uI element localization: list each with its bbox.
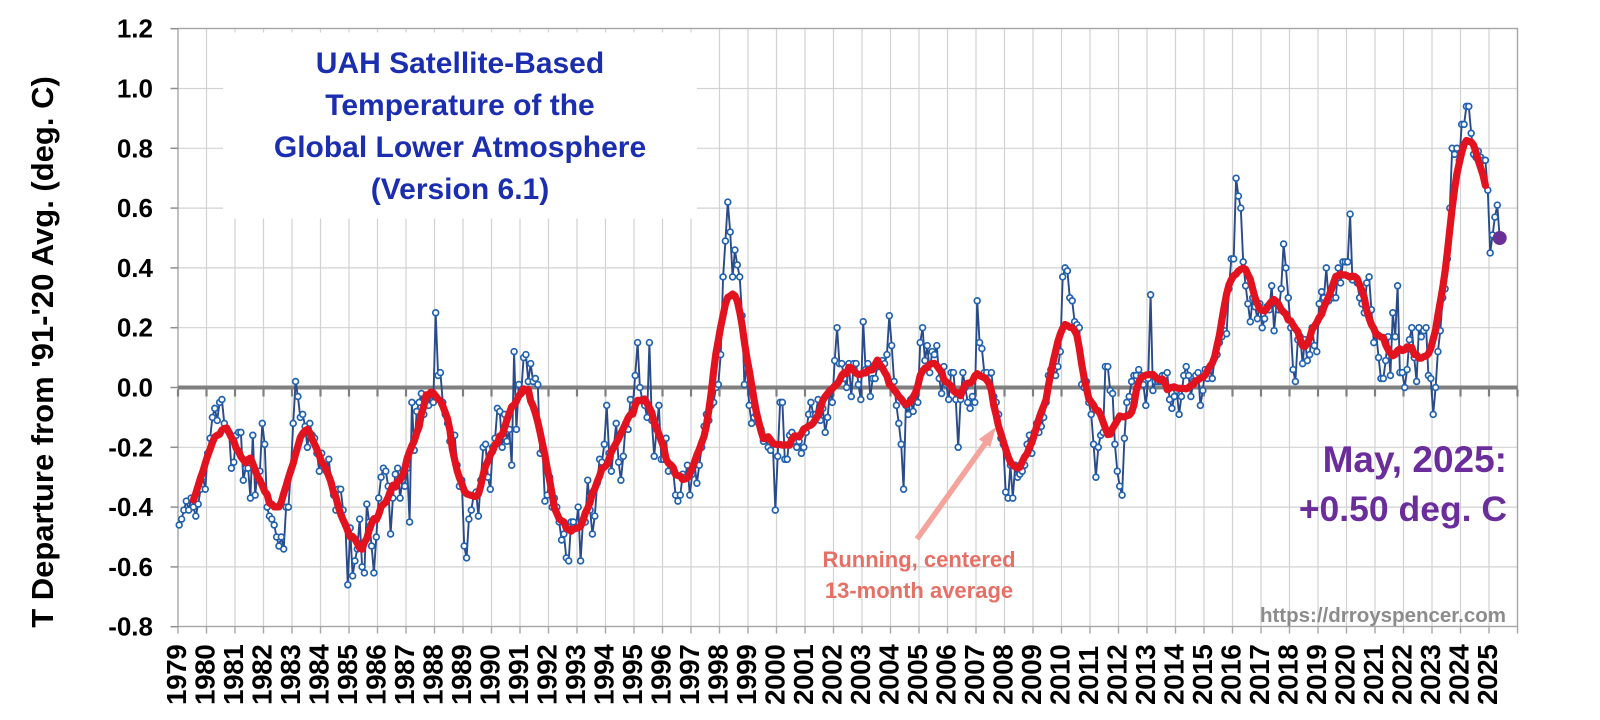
svg-text:-0.8: -0.8	[108, 612, 153, 642]
svg-text:1980: 1980	[190, 645, 221, 705]
svg-text:1.2: 1.2	[117, 14, 153, 44]
svg-text:May, 2025:: May, 2025:	[1323, 439, 1507, 480]
svg-text:1981: 1981	[218, 645, 249, 705]
svg-text:1979: 1979	[161, 645, 192, 705]
svg-text:2000: 2000	[760, 645, 791, 705]
svg-text:1992: 1992	[532, 645, 563, 705]
svg-text:2024: 2024	[1444, 644, 1475, 705]
svg-text:-0.6: -0.6	[108, 552, 153, 582]
svg-text:1982: 1982	[247, 645, 278, 705]
svg-text:2019: 2019	[1301, 645, 1332, 705]
svg-text:2025: 2025	[1472, 645, 1503, 705]
svg-text:2020: 2020	[1330, 645, 1361, 705]
svg-text:0.4: 0.4	[117, 253, 154, 283]
svg-text:1994: 1994	[589, 644, 620, 705]
svg-text:1987: 1987	[389, 645, 420, 705]
svg-text:2009: 2009	[1016, 645, 1047, 705]
svg-text:-0.2: -0.2	[108, 432, 153, 462]
svg-text:1997: 1997	[674, 645, 705, 705]
svg-text:2005: 2005	[902, 645, 933, 705]
svg-text:2002: 2002	[817, 645, 848, 705]
svg-text:1998: 1998	[703, 645, 734, 705]
svg-text:1989: 1989	[446, 645, 477, 705]
svg-text:T Departure from '91-'20 Avg.: T Departure from '91-'20 Avg. (deg. C)	[25, 76, 60, 628]
svg-text:UAH Satellite-Based: UAH Satellite-Based	[316, 47, 604, 80]
svg-text:2001: 2001	[788, 645, 819, 705]
svg-text:1983: 1983	[275, 645, 306, 705]
svg-text:2021: 2021	[1358, 645, 1389, 705]
svg-text:-0.4: -0.4	[108, 492, 153, 522]
svg-text:1986: 1986	[361, 645, 392, 705]
svg-text:1999: 1999	[731, 645, 762, 705]
svg-text:2010: 2010	[1045, 645, 1076, 705]
svg-text:2004: 2004	[874, 644, 905, 705]
svg-text:(Version 6.1): (Version 6.1)	[371, 173, 549, 206]
svg-text:2022: 2022	[1387, 645, 1418, 705]
svg-text:1990: 1990	[475, 645, 506, 705]
svg-text:2003: 2003	[845, 645, 876, 705]
svg-text:2015: 2015	[1187, 645, 1218, 705]
svg-text:2011: 2011	[1073, 646, 1104, 705]
svg-text:Running, centered: Running, centered	[822, 547, 1015, 572]
svg-text:2007: 2007	[959, 645, 990, 705]
svg-text:2014: 2014	[1159, 644, 1190, 705]
svg-text:2008: 2008	[988, 645, 1019, 705]
svg-text:0.0: 0.0	[117, 373, 153, 403]
svg-text:1993: 1993	[560, 645, 591, 705]
svg-text:2018: 2018	[1273, 645, 1304, 705]
svg-text:0.8: 0.8	[117, 133, 153, 163]
svg-text:1996: 1996	[646, 645, 677, 705]
svg-text:2013: 2013	[1130, 645, 1161, 705]
svg-text:Global Lower Atmosphere: Global Lower Atmosphere	[274, 131, 646, 164]
svg-text:2016: 2016	[1216, 645, 1247, 705]
svg-text:1984: 1984	[304, 644, 335, 705]
svg-text:1985: 1985	[332, 645, 363, 705]
svg-text:2006: 2006	[931, 645, 962, 705]
svg-text:1991: 1991	[503, 645, 534, 705]
svg-text:2017: 2017	[1244, 645, 1275, 705]
svg-text:13-month average: 13-month average	[825, 578, 1013, 603]
svg-text:https://drroyspencer.com: https://drroyspencer.com	[1260, 604, 1506, 627]
svg-text:1988: 1988	[418, 645, 449, 705]
svg-text:0.2: 0.2	[117, 313, 153, 343]
svg-text:2023: 2023	[1415, 645, 1446, 705]
svg-text:0.6: 0.6	[117, 193, 153, 223]
svg-text:2012: 2012	[1102, 645, 1133, 705]
svg-text:1995: 1995	[617, 645, 648, 705]
svg-text:Temperature of the: Temperature of the	[325, 89, 595, 122]
svg-text:+0.50 deg. C: +0.50 deg. C	[1299, 489, 1507, 529]
svg-text:1.0: 1.0	[117, 74, 153, 104]
